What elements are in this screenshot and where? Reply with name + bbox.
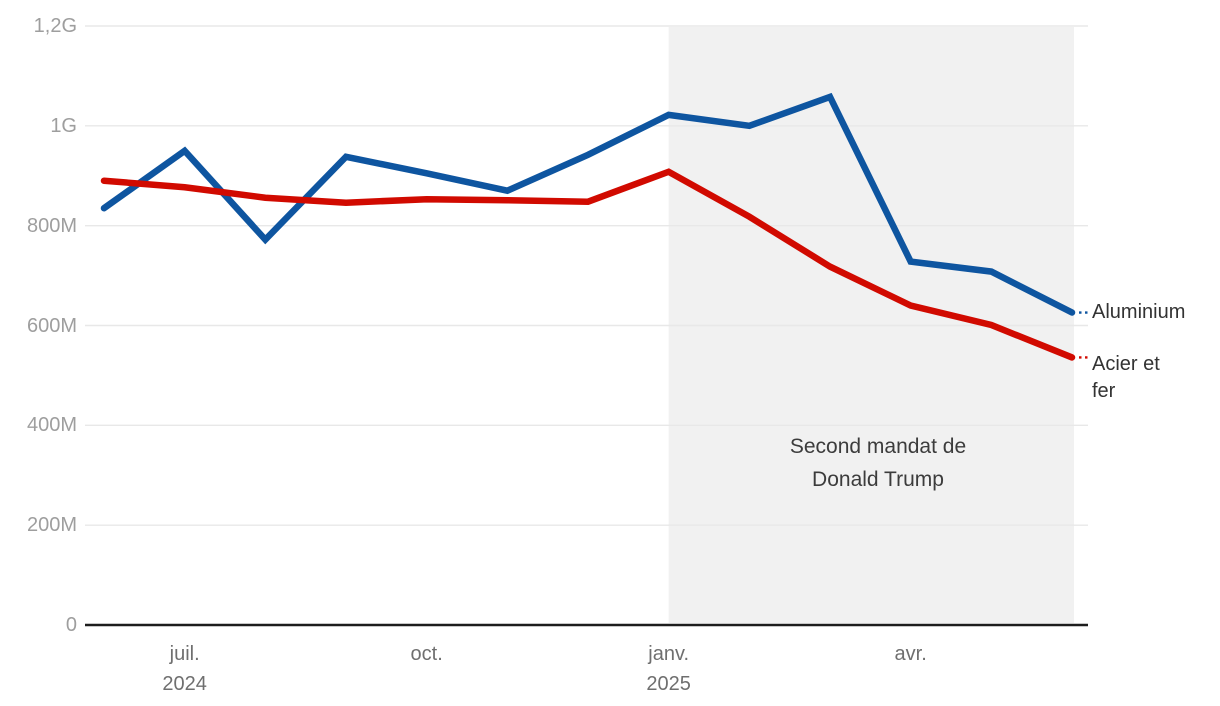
series-line-aluminium[interactable] [100, 92, 1076, 316]
series-label-aluminium: Aluminium [1092, 301, 1186, 323]
series-line-acier-et-fer[interactable] [100, 168, 1076, 361]
annotation-second-mandat: Second mandat de Donald Trump [717, 430, 1039, 496]
annotation-line-2: Donald Trump [812, 468, 944, 491]
annotation-line-1: Second mandat de [789, 435, 967, 458]
series-label-acier-et-fer: Acier et fer [1092, 353, 1160, 402]
